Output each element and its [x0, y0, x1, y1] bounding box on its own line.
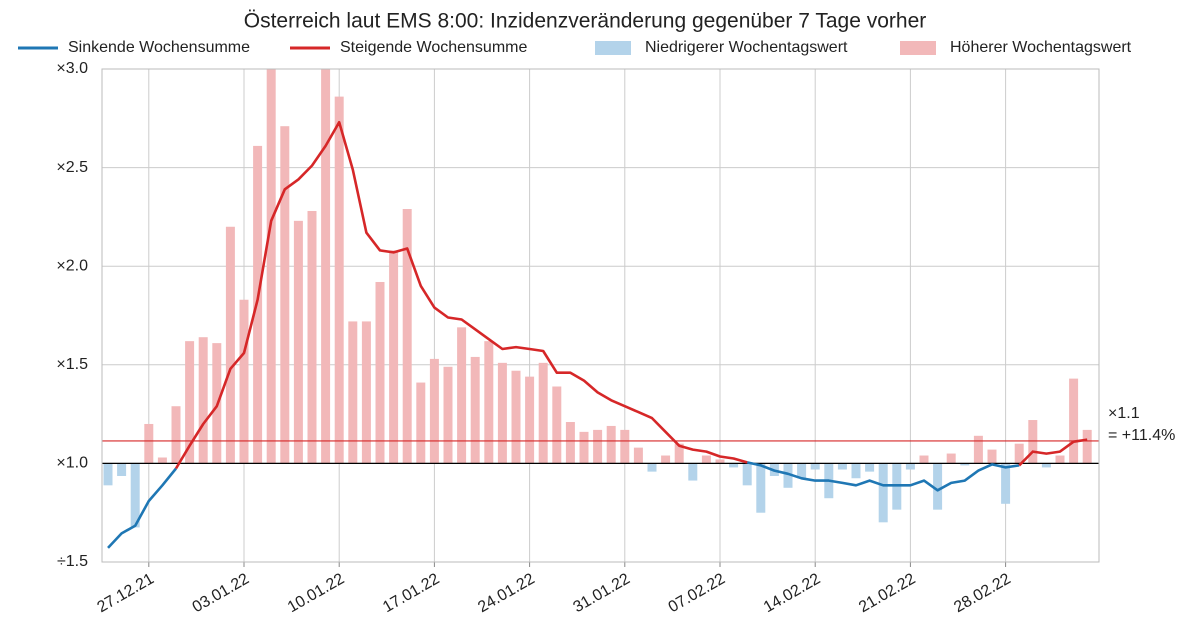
legend-label: Höherer Wochentagswert: [950, 39, 1132, 56]
bar: [810, 463, 820, 470]
bar: [307, 210, 317, 464]
bar: [429, 358, 439, 464]
bar: [416, 382, 426, 464]
y-tick-label: ×1.0: [56, 455, 88, 472]
bar: [157, 457, 167, 464]
x-tick-label: 27.12.21: [94, 570, 157, 616]
x-tick-label: 07.02.22: [666, 570, 729, 616]
bar: [661, 455, 671, 464]
x-tick-label: 28.02.22: [951, 570, 1014, 616]
bar: [266, 69, 276, 464]
bar: [130, 463, 140, 528]
bar: [933, 463, 943, 510]
bar: [865, 463, 875, 472]
bar: [117, 463, 127, 476]
x-tick-label: 21.02.22: [856, 570, 919, 616]
bar: [633, 447, 643, 464]
bar: [484, 341, 494, 464]
bar: [960, 463, 970, 466]
line-series: [107, 461, 1020, 549]
legend-swatch: [900, 41, 936, 55]
reference-label: = +11.4%: [1108, 427, 1175, 444]
bar: [511, 370, 521, 464]
bar: [1055, 455, 1065, 464]
bar: [538, 362, 548, 464]
y-tick-label: ×2.0: [56, 257, 88, 274]
bar: [837, 463, 847, 470]
bar: [361, 321, 371, 464]
bar: [919, 455, 929, 464]
bar: [497, 362, 507, 464]
bar: [198, 337, 208, 464]
x-tick-label: 03.01.22: [190, 570, 253, 616]
x-tick-label: 31.01.22: [570, 570, 633, 616]
bar: [729, 463, 739, 468]
bar: [1069, 378, 1079, 464]
bar: [185, 341, 195, 464]
bar: [525, 376, 535, 464]
bar: [946, 453, 956, 464]
bar: [348, 321, 358, 464]
bar: [280, 126, 290, 464]
bar: [239, 299, 249, 464]
bar: [443, 366, 453, 464]
y-tick-label: ÷1.5: [57, 553, 88, 570]
bar: [593, 429, 603, 464]
y-tick-label: ×1.5: [56, 356, 88, 373]
plot-frame: [101, 68, 1100, 563]
bar: [1028, 420, 1038, 464]
x-tick-label: 24.01.22: [475, 570, 538, 616]
legend-label: Steigende Wochensumme: [340, 39, 527, 56]
bar: [389, 250, 399, 464]
y-tick-label: ×2.5: [56, 159, 88, 176]
chart-title: Österreich laut EMS 8:00: Inzidenzveränd…: [244, 10, 927, 33]
bar: [756, 463, 766, 513]
bar: [334, 96, 344, 464]
x-tick-label: 17.01.22: [380, 570, 443, 616]
x-tick-label: 14.02.22: [761, 570, 824, 616]
bar: [783, 463, 793, 488]
bar: [647, 463, 657, 472]
bar: [321, 69, 331, 464]
line-series: [174, 120, 1088, 470]
bar: [375, 281, 385, 464]
bar: [973, 435, 983, 464]
bar: [905, 463, 915, 470]
bar: [620, 429, 630, 464]
legend-swatch: [595, 41, 631, 55]
bar: [552, 386, 562, 464]
bar: [171, 406, 181, 464]
bar: [579, 431, 589, 464]
bar: [470, 356, 480, 464]
bar: [701, 455, 711, 464]
bar: [715, 459, 725, 464]
bar: [606, 425, 616, 464]
bar: [878, 463, 888, 523]
bar: [144, 423, 154, 464]
bar: [225, 226, 235, 464]
bar: [987, 449, 997, 464]
x-tick-label: 10.01.22: [285, 570, 348, 616]
bar: [565, 421, 575, 464]
bar: [1041, 463, 1051, 468]
legend-label: Sinkende Wochensumme: [68, 39, 250, 56]
bar: [402, 209, 412, 464]
bar: [688, 463, 698, 481]
bar: [1014, 443, 1024, 464]
bar: [457, 327, 467, 464]
bar: [674, 443, 684, 464]
y-tick-label: ×3.0: [56, 60, 88, 77]
reference-label: ×1.1: [1108, 405, 1140, 422]
bar: [742, 463, 752, 486]
legend-label: Niedrigerer Wochentagswert: [645, 39, 848, 56]
bar: [851, 463, 861, 479]
bar: [1001, 463, 1011, 504]
bar: [293, 220, 303, 464]
bar: [1082, 429, 1092, 464]
bar: [103, 463, 113, 486]
bar: [797, 463, 807, 479]
